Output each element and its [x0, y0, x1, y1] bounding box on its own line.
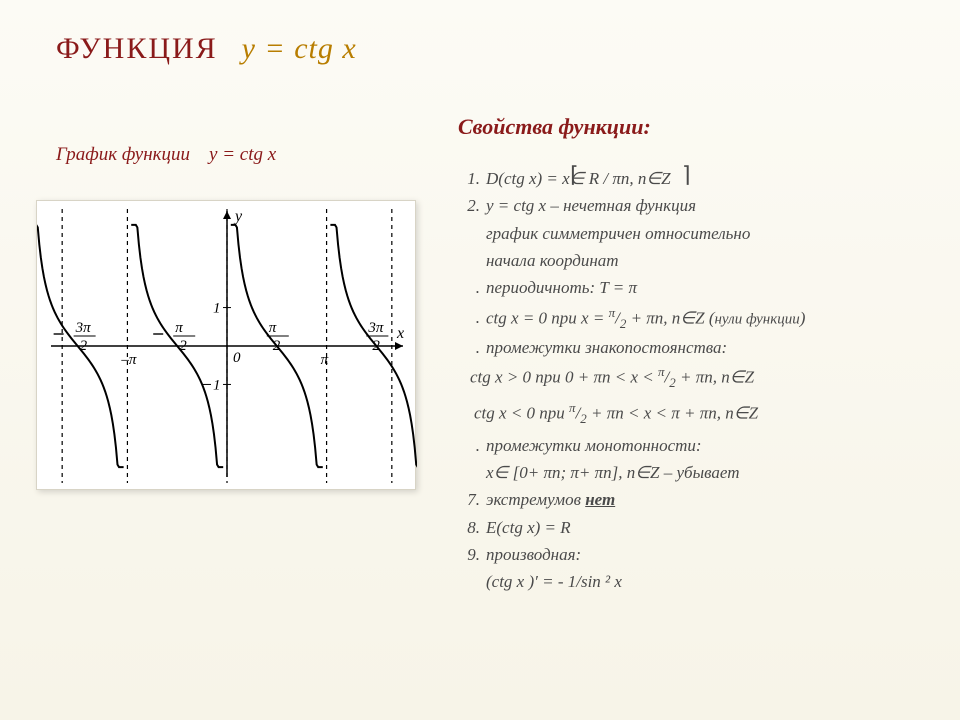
graph-caption: График функции y = ctg x [56, 144, 446, 166]
prop-7: 7. экстремумов нет [458, 487, 912, 513]
prop-2b: график симметричен относительно [458, 221, 912, 247]
title-word: ФУНКЦИЯ [56, 32, 218, 66]
prop-9b: (ctg x )′ = - 1/sin ² x [458, 569, 912, 595]
prop-3: . периодичноть: T = π [458, 275, 912, 301]
graph-caption-eq: y = ctg x [209, 144, 276, 165]
prop-5d: ctg x < 0 при π/2 + πn < x < π + πn, n∈Z [458, 398, 912, 429]
svg-text:2: 2 [179, 338, 187, 354]
svg-text:3π: 3π [75, 320, 92, 336]
properties-title: Свойства функции: [458, 110, 912, 144]
prop-5: . промежутки знакопостоянства: [458, 335, 912, 361]
prop-6: . промежутки монотонности: [458, 433, 912, 459]
prop-5b: сtg x > 0 при 0 + πn < x < π/2 + πn, n∈Z [458, 362, 912, 393]
prop-6b: x∈ [0+ πn; π+ πn], n∈Z – убывает [458, 460, 912, 486]
prop-4: . ctg x = 0 при x = π/2 + πn, n∈Z (нули … [458, 303, 912, 334]
title-equation: y = ctg x [242, 32, 357, 66]
svg-text:π: π [175, 320, 183, 336]
svg-text:π: π [321, 352, 329, 368]
prop-1: 1. D(ctg x) = x∈ R / πn, n∈Z ⌈ ⌉ [458, 166, 912, 192]
svg-text:3π: 3π [367, 320, 384, 336]
svg-text:1: 1 [213, 301, 221, 317]
svg-text:x: x [396, 325, 404, 342]
prop-2c: начала координат [458, 248, 912, 274]
prop-9: 9. производная: [458, 542, 912, 568]
svg-text:π: π [269, 320, 277, 336]
svg-text:0: 0 [233, 350, 241, 366]
graph-caption-label: График функции [56, 144, 190, 165]
svg-text:2: 2 [80, 338, 88, 354]
cotangent-graph: xy0113π2–ππ2π2π3π2 [36, 200, 416, 490]
svg-text:1: 1 [213, 377, 221, 393]
prop-8: 8. E(ctg x) = R [458, 515, 912, 541]
slide-title: ФУНКЦИЯ y = ctg x [56, 32, 912, 66]
svg-text:–π: –π [120, 352, 137, 368]
prop-2: 2. y = ctg x – нечетная функция [458, 193, 912, 219]
svg-text:y: y [233, 208, 243, 225]
